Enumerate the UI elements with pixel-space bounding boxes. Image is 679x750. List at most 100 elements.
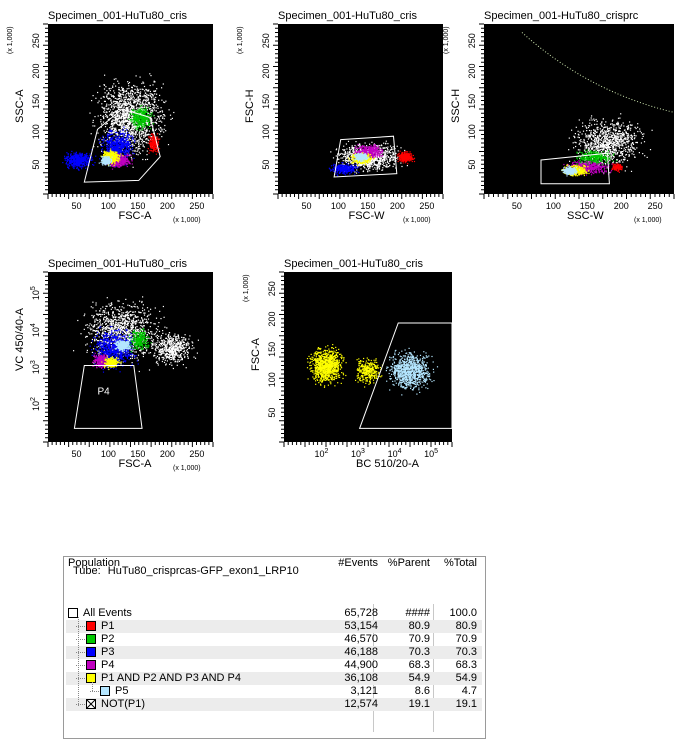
col-header-population: Population	[68, 557, 120, 569]
x-tick-label: 104	[388, 448, 402, 459]
plot-canvas: P1 50 100 150 200 250 50 100 150 200 250 FSC-A SSC-A…	[7, 23, 214, 224]
y-tick-label: 250	[261, 33, 271, 48]
y-tick-label: 100	[31, 124, 41, 139]
table-row[interactable]: NOT(P1) 12,574 19.1 19.1	[66, 698, 482, 711]
tree-trunk	[78, 617, 79, 706]
population-name: P4	[101, 659, 115, 671]
plot-ssc-a-vs-fsc-a: Specimen_001-HuTu80_cris P1 50 100 150 200 250…	[0, 10, 220, 235]
col-separator	[373, 604, 374, 732]
axis-ticks	[43, 23, 214, 199]
axis-ticks	[279, 271, 453, 447]
population-events: 36,108	[344, 672, 378, 684]
axis-ticks	[273, 23, 444, 199]
y-axis-label: SSC-H	[450, 89, 462, 123]
table-row[interactable]: All Events 65,728 #### 100.0	[66, 607, 482, 620]
x-axis-multiplier: (x 1,000)	[634, 217, 662, 224]
y-tick-label: 50	[261, 160, 271, 170]
event-cloud	[73, 296, 199, 373]
axis-ticks	[43, 271, 214, 447]
population-color-swatch	[86, 673, 96, 683]
plot-title: Specimen_001-HuTu80_cris	[284, 258, 423, 270]
population-percent-parent: 19.1	[408, 698, 430, 710]
population-name: P5	[115, 685, 129, 697]
tube-label: Tube:	[73, 565, 101, 577]
table-row[interactable]: P1 53,154 80.9 80.9	[66, 620, 482, 633]
event-cloud	[62, 73, 175, 171]
population-percent-parent: 68.3	[408, 659, 430, 671]
y-tick-label: 200	[467, 64, 477, 79]
event-cloud	[306, 344, 439, 396]
y-tick-label: 102	[30, 397, 41, 411]
population-events: 53,154	[344, 620, 378, 632]
tree-connector	[76, 652, 85, 653]
x-tick-label: 200	[614, 201, 629, 211]
gate-p1-label: P1	[114, 115, 127, 126]
population-statistics-table: Tube: HuTu80_crisprcas-GFP_exon1_LRP10 P…	[63, 556, 486, 739]
tube-header: Tube: HuTu80_crisprcas-GFP_exon1_LRP10	[73, 565, 299, 577]
gate-p4-label: P4	[98, 386, 111, 397]
plot-fsc-h-vs-fsc-w: Specimen_001-HuTu80_cris 50 100 150 200 250 50…	[230, 10, 450, 235]
plot-canvas: P4 50 100 150 200 250 102 103 104 105 FSC-A VC 450/…	[14, 271, 214, 472]
x-tick-label: 150	[130, 201, 145, 211]
event-cloud	[561, 113, 653, 177]
gate-p4	[73, 365, 143, 429]
population-events: 46,188	[344, 646, 378, 658]
x-axis-multiplier: (x 1,000)	[403, 217, 431, 224]
tree-connector	[76, 665, 85, 666]
y-tick-label: 50	[31, 160, 41, 170]
table-row[interactable]: P5 3,121 8.6 4.7	[66, 685, 482, 698]
x-tick-label: 100	[101, 201, 116, 211]
table-row[interactable]: P2 46,570 70.9 70.9	[66, 633, 482, 646]
population-percent-total: 100.0	[449, 607, 477, 619]
population-name: P2	[101, 633, 115, 645]
x-tick-label: 200	[160, 449, 175, 459]
x-axis-label: BC 510/20-A	[356, 458, 420, 470]
y-axis-label: VC 450/40-A	[14, 307, 26, 371]
population-color-swatch	[68, 608, 78, 618]
x-tick-label: 250	[419, 201, 434, 211]
population-name: P3	[101, 646, 115, 658]
y-axis-label: FSC-A	[250, 337, 262, 371]
x-axis-multiplier: (x 1,000)	[173, 217, 201, 224]
plot-vc450-vs-fsc-a: Specimen_001-HuTu80_cris P4 50 100 150 200 250…	[0, 258, 220, 483]
x-tick-label: 150	[580, 201, 595, 211]
population-events: 12,574	[344, 698, 378, 710]
population-percent-total: 19.1	[455, 698, 477, 710]
y-tick-label: 150	[261, 94, 271, 109]
population-percent-total: 68.3	[455, 659, 477, 671]
plot-ssc-h-vs-ssc-w: Specimen_001-HuTu80_crisprc 50 100 150 200 25…	[443, 10, 679, 235]
y-tick-label: 100	[261, 124, 271, 139]
y-tick-label: 150	[267, 342, 277, 357]
population-percent-parent: 70.3	[408, 646, 430, 658]
population-color-swatch	[86, 634, 96, 644]
tree-connector	[76, 639, 85, 640]
tree-connector	[76, 704, 85, 705]
population-name: P1	[101, 620, 115, 632]
population-percent-parent: 80.9	[408, 620, 430, 632]
y-axis-multiplier: (x 1,000)	[443, 26, 450, 54]
plot-canvas: 50 100 150 200 250 50 100 150 200 250 FSC-W FSC-H (x…	[237, 23, 444, 224]
tree-connector	[90, 691, 99, 692]
table-row[interactable]: P4 44,900 68.3 68.3	[66, 659, 482, 672]
y-tick-label: 200	[31, 64, 41, 79]
plot-title: Specimen_001-HuTu80_cris	[48, 10, 187, 22]
x-tick-label: 50	[301, 201, 311, 211]
population-name: NOT(P1)	[101, 698, 145, 710]
y-tick-label: 150	[31, 94, 41, 109]
population-percent-total: 80.9	[455, 620, 477, 632]
x-tick-label: 50	[71, 449, 81, 459]
population-events: 65,728	[344, 607, 378, 619]
population-color-swatch	[100, 686, 110, 696]
x-axis-label: SSC-W	[567, 210, 604, 222]
y-tick-label: 100	[467, 124, 477, 139]
y-tick-label: 50	[467, 160, 477, 170]
population-percent-total: 54.9	[455, 672, 477, 684]
x-tick-label: 250	[648, 201, 663, 211]
x-tick-label: 50	[512, 201, 522, 211]
population-name: All Events	[83, 607, 132, 619]
y-axis-multiplier: (x 1,000)	[7, 26, 14, 54]
table-row[interactable]: P1 AND P2 AND P3 AND P4 36,108 54.9 54.9	[66, 672, 482, 685]
x-tick-label: 103	[351, 448, 365, 459]
table-row[interactable]: P3 46,188 70.3 70.3	[66, 646, 482, 659]
tree-connector	[76, 678, 85, 679]
